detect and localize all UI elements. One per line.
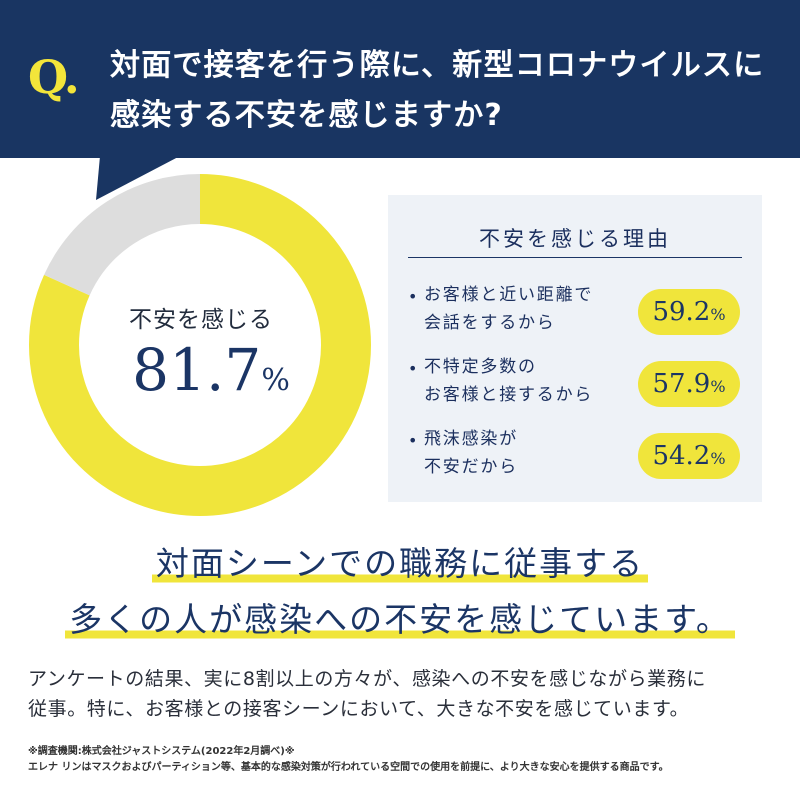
body-line-2: 従事。特に、お客様との接客シーンにおいて、大きな不安を感じています。 bbox=[28, 698, 690, 720]
reason-text-line2: 不安だから bbox=[424, 457, 518, 477]
reason-text-line2: お客様と接するから bbox=[424, 385, 594, 405]
reasons-title: 不安を感じる理由 bbox=[479, 227, 671, 251]
reason-percent-badge: 57.9% bbox=[638, 361, 740, 407]
headline-line-2: 多くの人が感染への不安を感じています。 bbox=[0, 593, 800, 641]
source-note: ※調査機関:株式会社ジャストシステム(2022年2月調べ)※ bbox=[28, 746, 295, 757]
reason-text: お客様と近い距離で 会話をするから bbox=[424, 281, 593, 337]
reason-item: • 飛沫感染が 不安だから 54.2% bbox=[408, 425, 748, 487]
reason-percent-value: 59.2 bbox=[652, 297, 711, 327]
bullet-dot: • bbox=[408, 359, 418, 378]
headline-line-1: 対面シーンでの職務に従事する bbox=[0, 537, 800, 585]
donut-center-label: 不安を感じる bbox=[129, 307, 273, 333]
reason-text-line1: お客様と近い距離で bbox=[424, 285, 594, 305]
reasons-title-rule bbox=[408, 257, 742, 258]
reason-text-line2: 会話をするから bbox=[424, 313, 556, 333]
reason-item: • お客様と近い距離で 会話をするから 59.2% bbox=[408, 281, 748, 343]
reason-percent-unit: % bbox=[710, 377, 726, 396]
q-mark: Q. bbox=[28, 50, 80, 104]
reason-text-line1: 不特定多数の bbox=[424, 357, 537, 377]
body-line-1: アンケートの結果、実に8割以上の方々が、感染への不安を感じながら業務に bbox=[28, 668, 706, 690]
bullet-dot: • bbox=[408, 287, 418, 306]
headline-line-1-text: 対面シーンでの職務に従事する bbox=[151, 544, 649, 585]
question-line-2: 感染する不安を感じますか? bbox=[110, 98, 504, 133]
reason-percent-value: 57.9 bbox=[652, 369, 711, 399]
reason-percent-value: 54.2 bbox=[652, 441, 711, 471]
reason-percent-badge: 59.2% bbox=[638, 289, 740, 335]
donut-center-unit: % bbox=[261, 363, 290, 398]
reasons-panel: 不安を感じる理由 • お客様と近い距離で 会話をするから 59.2% • 不特定… bbox=[388, 195, 762, 502]
reason-percent-unit: % bbox=[710, 305, 726, 324]
question-line-1: 対面で接客を行う際に、新型コロナウイルスに bbox=[110, 48, 765, 83]
reason-percent-badge: 54.2% bbox=[638, 433, 740, 479]
reason-text-line1: 飛沫感染が bbox=[424, 429, 518, 449]
bullet-dot: • bbox=[408, 431, 418, 450]
donut-center-value: 81.7% bbox=[86, 336, 336, 404]
reason-item: • 不特定多数の お客様と接するから 57.9% bbox=[408, 353, 748, 415]
product-note: エレナ リンはマスクおよびパーティション等、基本的な感染対策が行われている空間で… bbox=[28, 762, 669, 773]
question-header bbox=[0, 0, 800, 158]
headline-line-2-text: 多くの人が感染への不安を感じています。 bbox=[65, 600, 735, 641]
donut-center-number: 81.7 bbox=[132, 336, 262, 404]
reason-text: 飛沫感染が 不安だから bbox=[424, 425, 518, 481]
reason-percent-unit: % bbox=[710, 449, 726, 468]
reason-text: 不特定多数の お客様と接するから bbox=[424, 353, 593, 409]
